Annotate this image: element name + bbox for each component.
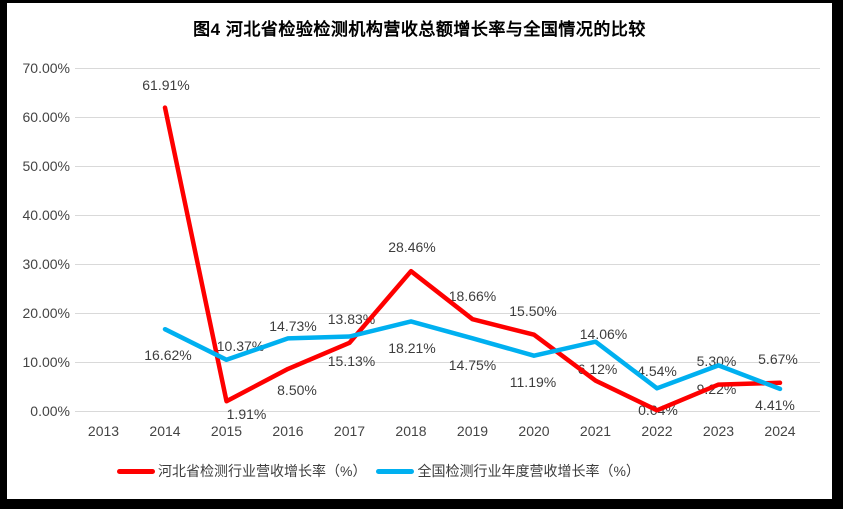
x-axis-tick-label: 2023 — [702, 423, 735, 439]
chart-card: 图4 河北省检验检测机构营收总额增长率与全国情况的比较 70.00% 60.00%… — [7, 3, 832, 499]
y-axis-tick-label: 70.00% — [22, 60, 70, 76]
legend-label-hebei: 河北省检测行业营收增长率（%） — [158, 463, 367, 479]
hebei-line-series — [162, 105, 783, 413]
x-axis-tick-label: 2021 — [579, 423, 612, 439]
hebei-data-label: 18.66% — [448, 288, 497, 305]
y-axis-tick-label: 60.00% — [22, 108, 70, 125]
y-axis-tick-label: 20.00% — [22, 304, 70, 321]
gridline — [75, 165, 820, 167]
hebei-data-label: 61.91% — [142, 76, 190, 93]
legend: 河北省检测行业营收增长率（%） 全国检测行业年度营收增长率（%） — [117, 461, 640, 481]
y-axis-tick-label: 40.00% — [22, 206, 70, 223]
hebei-data-label: 5.67% — [758, 350, 798, 367]
hebei-data-label: 5.30% — [696, 352, 737, 369]
hebei-data-label: 28.46% — [388, 239, 436, 256]
y-axis-tick-label: 50.00% — [22, 157, 70, 174]
gridline — [75, 68, 820, 69]
national-data-label: 14.75% — [448, 357, 497, 374]
hebei-data-label: 8.50% — [277, 381, 317, 398]
x-axis-tick-label: 2022 — [641, 423, 673, 439]
x-axis-tick-label: 2016 — [272, 423, 304, 439]
hebei-data-label: 15.50% — [509, 302, 557, 319]
legend-swatch-national-line — [376, 468, 415, 474]
gridline — [75, 116, 820, 118]
gridline — [75, 361, 820, 363]
national-data-label: 18.21% — [388, 340, 436, 357]
y-axis-tick-label: 0.00% — [30, 402, 70, 419]
x-axis-tick-label: 2017 — [333, 423, 366, 439]
legend-swatch-hebei-line — [117, 468, 155, 474]
x-axis-tick-label: 2019 — [456, 423, 489, 439]
national-data-label: 14.06% — [579, 325, 628, 342]
x-axis-tick-label: 2024 — [764, 423, 796, 439]
y-axis-tick-label: 30.00% — [22, 255, 70, 272]
national-data-label: 11.19% — [509, 373, 557, 390]
national-line-series — [162, 319, 783, 392]
chart-title: 图4 河北省检验检测机构营收总额增长率与全国情况的比较 — [193, 20, 646, 39]
x-axis-tick-label: 2013 — [87, 423, 120, 439]
national-data-label: 15.13% — [327, 353, 376, 370]
national-data-label: 16.62% — [144, 347, 192, 364]
hebei-data-label: 1.91% — [226, 406, 267, 423]
x-axis-tick-label: 2020 — [518, 423, 550, 439]
national-data-label: 4.54% — [637, 363, 677, 380]
national-data-label: 14.73% — [269, 318, 317, 335]
series-lines-layer — [162, 105, 783, 413]
x-axis-tick-label: 2014 — [149, 423, 181, 439]
gridline — [75, 214, 820, 216]
gridline — [75, 312, 820, 314]
hebei-data-label: 13.83% — [327, 310, 376, 327]
x-axis-tick-label: 2018 — [395, 423, 427, 439]
y-axis-tick-label: 10.00% — [22, 353, 70, 370]
gridline — [75, 410, 820, 412]
national-data-label: 4.41% — [755, 396, 795, 413]
legend-label-national: 全国检测行业年度营收增长率（%） — [417, 463, 640, 479]
gridline — [75, 263, 820, 265]
x-axis-tick-label: 2015 — [210, 423, 243, 439]
